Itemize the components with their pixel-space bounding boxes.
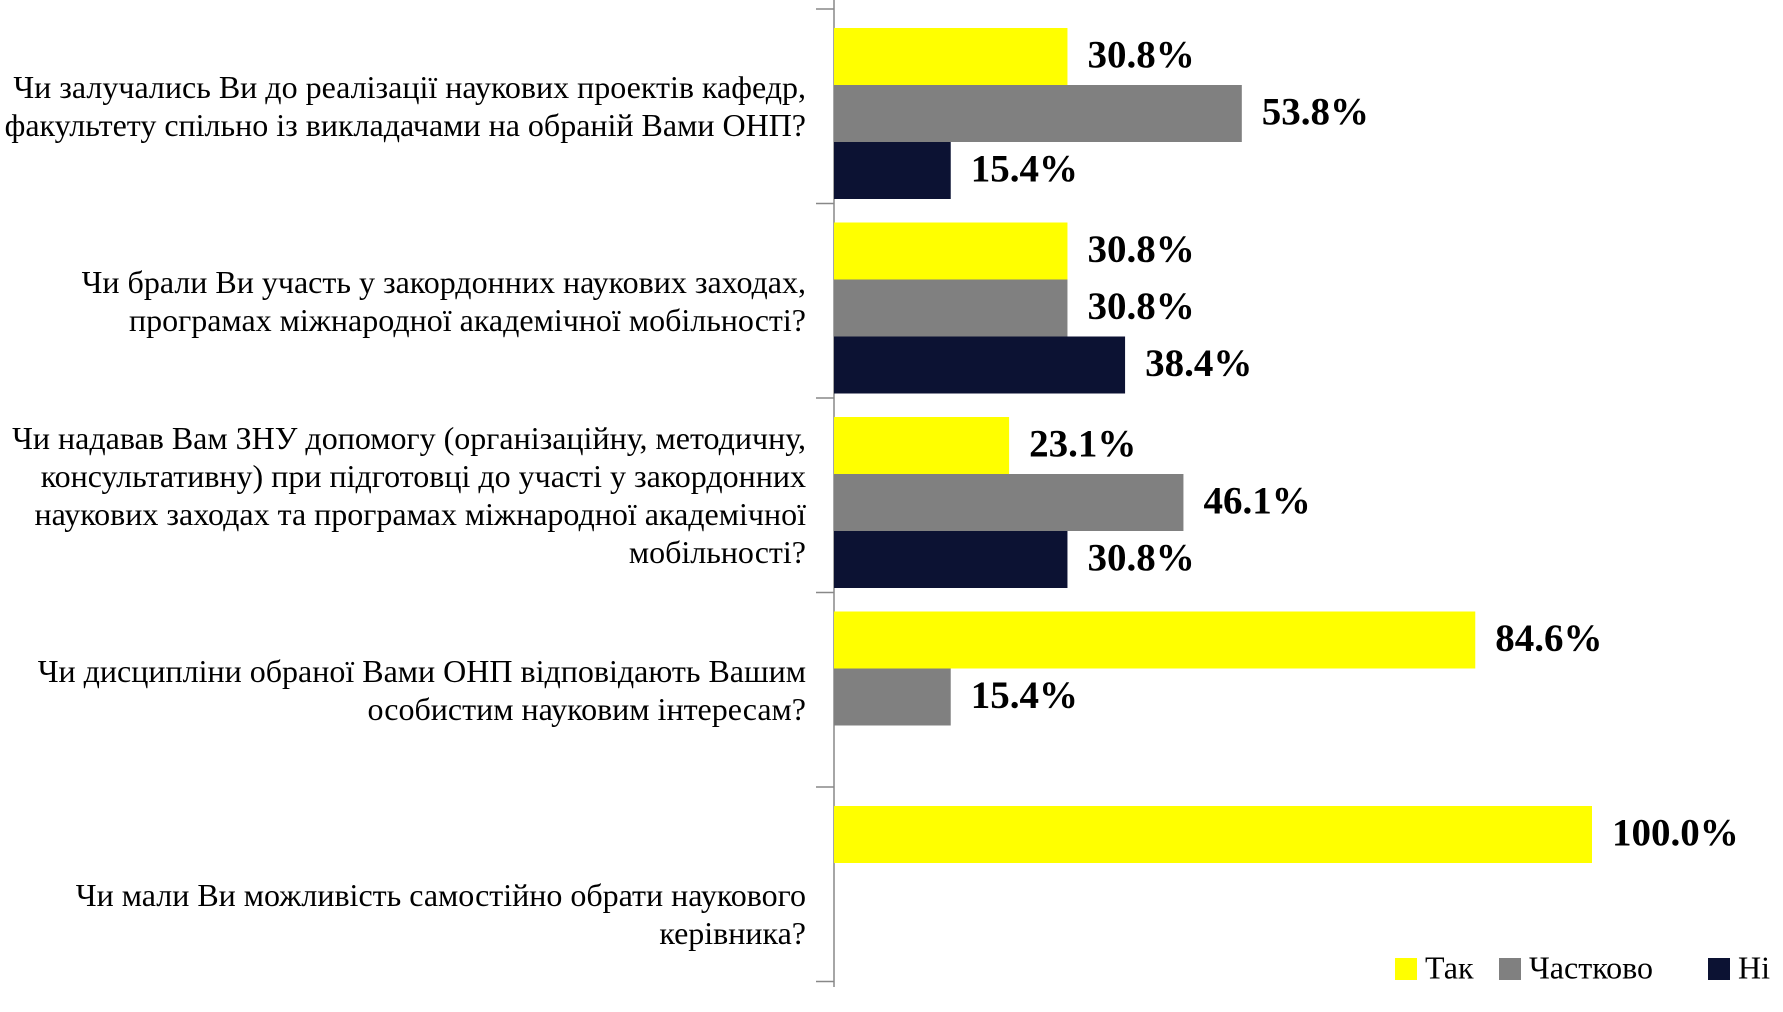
bar	[834, 668, 951, 726]
data-label: 84.6%	[1495, 617, 1602, 660]
bar	[834, 417, 1010, 474]
category-label: Чи надавав Вам ЗНУ допомогу (організацій…	[12, 420, 806, 571]
data-label: 30.8%	[1087, 285, 1194, 328]
data-label: 53.8%	[1262, 90, 1369, 133]
data-label: 46.1%	[1203, 479, 1310, 522]
bar	[834, 611, 1476, 669]
data-label: 30.8%	[1087, 536, 1194, 579]
legend-swatch	[1708, 958, 1730, 980]
bar	[834, 336, 1126, 394]
bar	[834, 142, 951, 199]
bar	[834, 222, 1068, 280]
data-label: 100.0%	[1612, 811, 1739, 854]
category-label: Чи мали Ви можливість самостійно обрати …	[75, 877, 806, 952]
bar	[834, 279, 1068, 337]
legend-label: Так	[1425, 949, 1474, 985]
category-label: Чи брали Ви участь у закордонних наукови…	[81, 263, 806, 338]
bar	[834, 806, 1592, 863]
bar	[834, 531, 1068, 588]
legend-swatch	[1499, 958, 1521, 980]
bar	[834, 474, 1184, 531]
data-label: 23.1%	[1029, 422, 1136, 465]
bar	[834, 85, 1242, 142]
legend-swatch	[1395, 958, 1417, 980]
data-label: 30.8%	[1087, 228, 1194, 271]
data-label: 30.8%	[1087, 33, 1194, 76]
category-label: Чи дисципліни обраної Вами ОНП відповіда…	[37, 652, 806, 727]
legend-label: Ні	[1738, 949, 1770, 985]
chart: 30.8%53.8%15.4%30.8%30.8%38.4%23.1%46.1%…	[816, 0, 1770, 987]
bar	[834, 28, 1068, 85]
category-label: Чи залучались Ви до реалізації наукових …	[4, 69, 806, 144]
data-label: 15.4%	[971, 674, 1078, 717]
data-label: 38.4%	[1145, 342, 1252, 385]
legend-label: Частково	[1529, 949, 1653, 985]
page: 30.8% 53.8% 15.4% 30.8% 30.8% 38.4% 23.1% 46.1%…	[4, 0, 1771, 987]
data-label: 15.4%	[971, 147, 1078, 190]
